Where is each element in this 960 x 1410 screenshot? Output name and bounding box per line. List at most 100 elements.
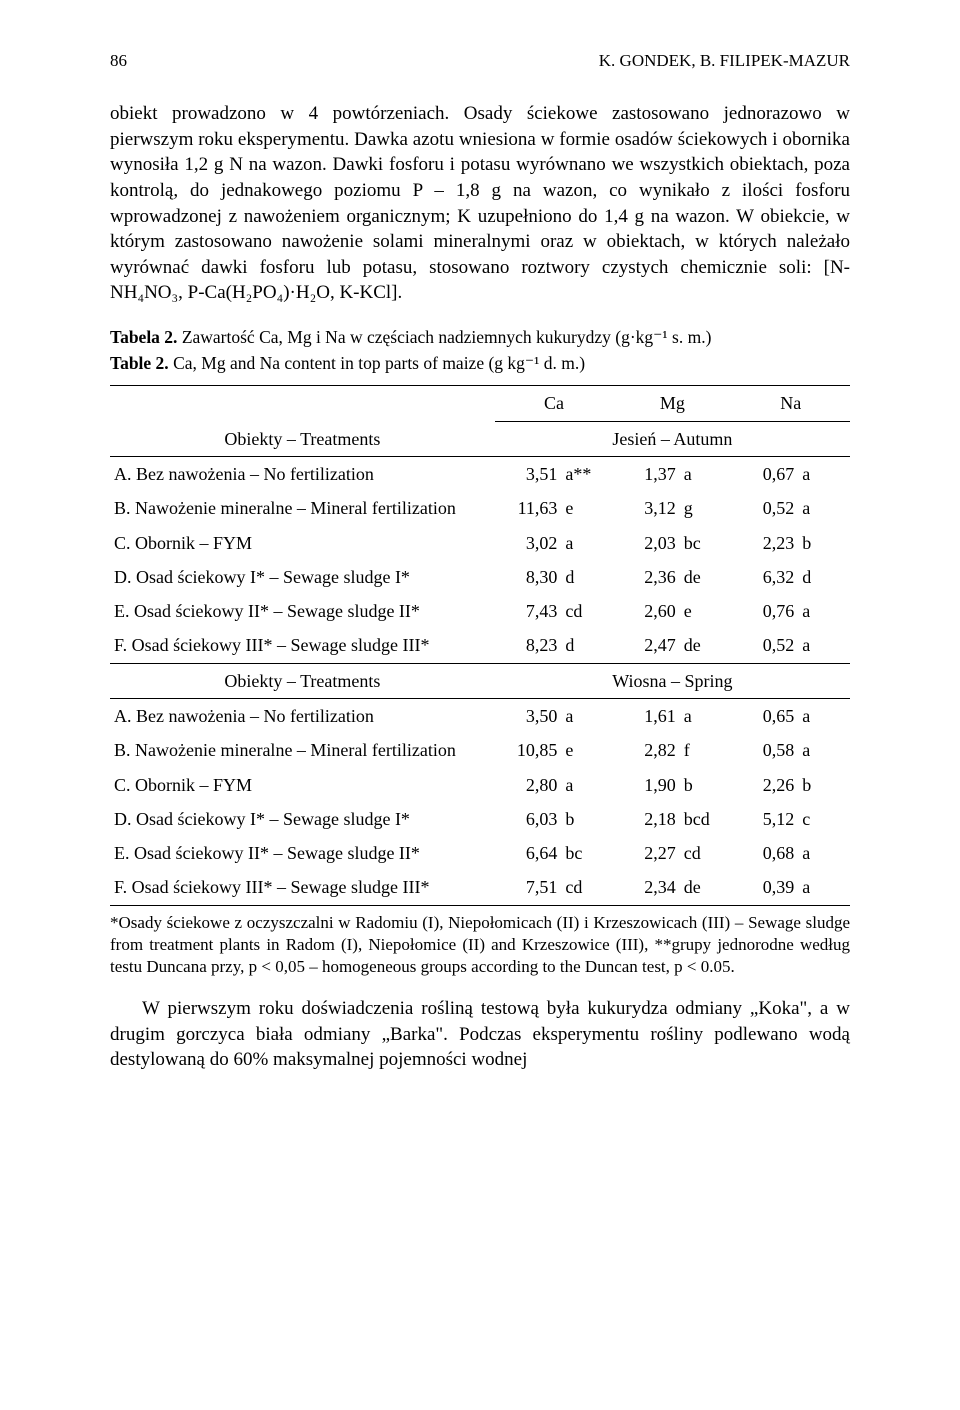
cell-ca-g: a xyxy=(561,698,613,733)
cell-mg: 1,90 xyxy=(613,768,680,802)
cell-mg-g: bc xyxy=(680,526,732,560)
cell-mg: 2,03 xyxy=(613,526,680,560)
cell-label: F. Osad ściekowy III* – Sewage sludge II… xyxy=(110,628,495,663)
cell-ca-g: a xyxy=(561,526,613,560)
cell-ca-g: e xyxy=(561,491,613,525)
table-row: C. Obornik – FYM3,02a2,03bc2,23b xyxy=(110,526,850,560)
running-head-text: K. GONDEK, B. FILIPEK-MAZUR xyxy=(599,50,850,73)
cell-ca: 3,51 xyxy=(495,456,562,491)
cell-mg: 1,61 xyxy=(613,698,680,733)
table-row: A. Bez nawożenia – No fertilization3,51a… xyxy=(110,456,850,491)
cell-label: B. Nawożenie mineralne – Mineral fertili… xyxy=(110,733,495,767)
cell-mg: 2,27 xyxy=(613,836,680,870)
cell-na: 0,65 xyxy=(732,698,799,733)
cell-ca-g: e xyxy=(561,733,613,767)
cell-ca-g: cd xyxy=(561,594,613,628)
col-mg: Mg xyxy=(613,386,731,421)
cell-ca: 2,80 xyxy=(495,768,562,802)
cell-na: 0,52 xyxy=(732,491,799,525)
table2-header-row-1: Obiekty – Treatments Ca Mg Na xyxy=(110,386,850,421)
cell-mg-g: g xyxy=(680,491,732,525)
cell-ca: 8,23 xyxy=(495,628,562,663)
table2-caption-pl-rest: Zawartość Ca, Mg i Na w częściach nadzie… xyxy=(177,327,711,347)
cell-na: 2,26 xyxy=(732,768,799,802)
cell-na-g: a xyxy=(798,698,850,733)
season-spring: Wiosna – Spring xyxy=(495,663,850,698)
cell-mg-g: f xyxy=(680,733,732,767)
col-treatments: Obiekty – Treatments xyxy=(110,386,495,457)
table2: Obiekty – Treatments Ca Mg Na Jesień – A… xyxy=(110,385,850,905)
cell-ca-g: cd xyxy=(561,870,613,905)
cell-ca: 8,30 xyxy=(495,560,562,594)
cell-ca: 3,50 xyxy=(495,698,562,733)
cell-na-g: a xyxy=(798,456,850,491)
cell-label: B. Nawożenie mineralne – Mineral fertili… xyxy=(110,491,495,525)
cell-na-g: a xyxy=(798,491,850,525)
col-na: Na xyxy=(732,386,850,421)
cell-ca: 10,85 xyxy=(495,733,562,767)
cell-mg-g: de xyxy=(680,870,732,905)
cell-label: E. Osad ściekowy II* – Sewage sludge II* xyxy=(110,836,495,870)
cell-na-g: a xyxy=(798,836,850,870)
cell-mg-g: bcd xyxy=(680,802,732,836)
table2-spring-body: A. Bez nawożenia – No fertilization3,50a… xyxy=(110,698,850,905)
cell-mg-g: b xyxy=(680,768,732,802)
table2-caption-pl: Tabela 2. Zawartość Ca, Mg i Na w części… xyxy=(110,326,850,350)
table-row: B. Nawożenie mineralne – Mineral fertili… xyxy=(110,733,850,767)
table2-caption-en-rest: Ca, Mg and Na content in top parts of ma… xyxy=(169,353,585,373)
cell-label: A. Bez nawożenia – No fertilization xyxy=(110,456,495,491)
cell-na: 0,52 xyxy=(732,628,799,663)
cell-na-g: b xyxy=(798,768,850,802)
table-row: F. Osad ściekowy III* – Sewage sludge II… xyxy=(110,870,850,905)
table-row: A. Bez nawożenia – No fertilization3,50a… xyxy=(110,698,850,733)
cell-ca: 3,02 xyxy=(495,526,562,560)
cell-na-g: c xyxy=(798,802,850,836)
cell-ca-g: a** xyxy=(561,456,613,491)
col-ca: Ca xyxy=(495,386,613,421)
col-treatments-spring: Obiekty – Treatments xyxy=(110,663,495,698)
paragraph-1: obiekt prowadzono w 4 powtórzeniach. Osa… xyxy=(110,101,850,306)
cell-ca-g: a xyxy=(561,768,613,802)
cell-ca: 6,03 xyxy=(495,802,562,836)
table-row: E. Osad ściekowy II* – Sewage sludge II*… xyxy=(110,594,850,628)
table2-autumn-body: A. Bez nawożenia – No fertilization3,51a… xyxy=(110,456,850,663)
cell-mg: 2,47 xyxy=(613,628,680,663)
table-row: D. Osad ściekowy I* – Sewage sludge I*8,… xyxy=(110,560,850,594)
cell-na: 5,12 xyxy=(732,802,799,836)
cell-na: 2,23 xyxy=(732,526,799,560)
cell-na: 6,32 xyxy=(732,560,799,594)
cell-ca: 7,51 xyxy=(495,870,562,905)
running-header: 86 K. GONDEK, B. FILIPEK-MAZUR xyxy=(110,50,850,73)
cell-na-g: a xyxy=(798,594,850,628)
cell-mg-g: a xyxy=(680,456,732,491)
cell-ca-g: b xyxy=(561,802,613,836)
cell-label: C. Obornik – FYM xyxy=(110,526,495,560)
table2-caption-pl-prefix: Tabela 2. xyxy=(110,327,177,347)
cell-mg: 2,36 xyxy=(613,560,680,594)
table-row: C. Obornik – FYM2,80a1,90b2,26b xyxy=(110,768,850,802)
table-row: B. Nawożenie mineralne – Mineral fertili… xyxy=(110,491,850,525)
cell-na-g: b xyxy=(798,526,850,560)
cell-ca-g: d xyxy=(561,560,613,594)
paragraph-2: W pierwszym roku doświadczenia rośliną t… xyxy=(110,996,850,1073)
cell-na-g: a xyxy=(798,628,850,663)
table2-caption-en-prefix: Table 2. xyxy=(110,353,169,373)
cell-na: 0,39 xyxy=(732,870,799,905)
table2-footnote: *Osady ściekowe z oczyszczalni w Radomiu… xyxy=(110,912,850,978)
page: 86 K. GONDEK, B. FILIPEK-MAZUR obiekt pr… xyxy=(0,0,960,1410)
table-row: F. Osad ściekowy III* – Sewage sludge II… xyxy=(110,628,850,663)
cell-mg: 1,37 xyxy=(613,456,680,491)
cell-mg-g: a xyxy=(680,698,732,733)
cell-label: D. Osad ściekowy I* – Sewage sludge I* xyxy=(110,560,495,594)
cell-ca-g: d xyxy=(561,628,613,663)
cell-na-g: a xyxy=(798,870,850,905)
table-row: D. Osad ściekowy I* – Sewage sludge I*6,… xyxy=(110,802,850,836)
cell-na: 0,58 xyxy=(732,733,799,767)
cell-ca: 7,43 xyxy=(495,594,562,628)
cell-na: 0,67 xyxy=(732,456,799,491)
cell-ca: 11,63 xyxy=(495,491,562,525)
cell-label: E. Osad ściekowy II* – Sewage sludge II* xyxy=(110,594,495,628)
cell-na: 0,76 xyxy=(732,594,799,628)
cell-mg: 3,12 xyxy=(613,491,680,525)
cell-mg-g: de xyxy=(680,628,732,663)
